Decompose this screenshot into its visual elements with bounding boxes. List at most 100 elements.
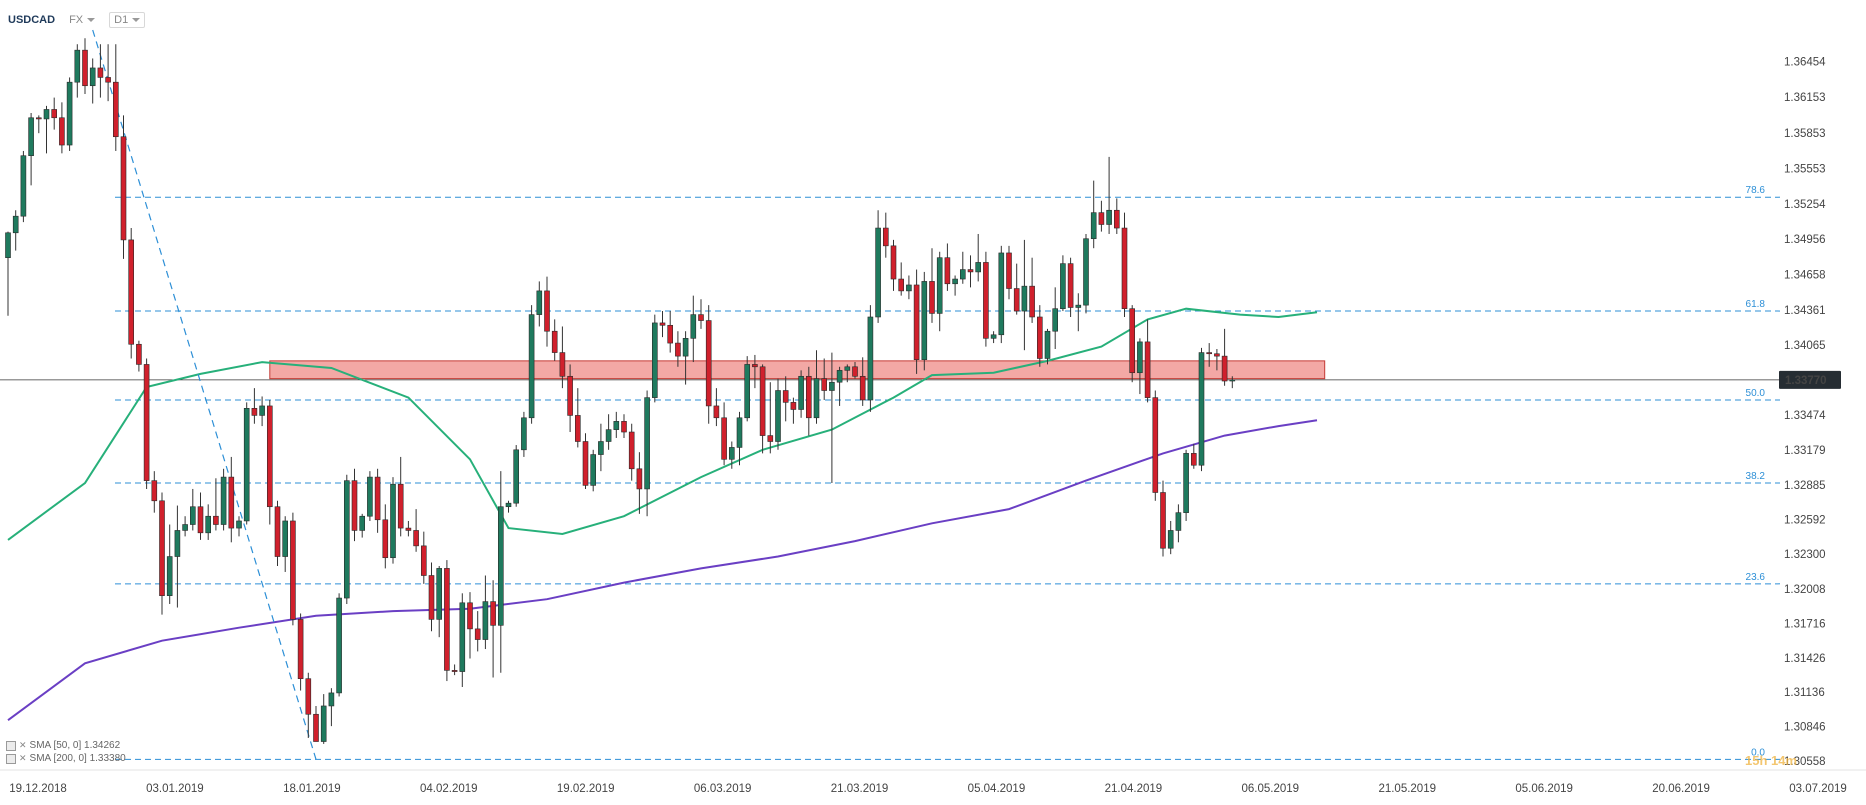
candle-body[interactable] bbox=[975, 262, 982, 273]
indicator-settings-icon[interactable] bbox=[6, 753, 16, 764]
candle-body[interactable] bbox=[690, 314, 697, 339]
candle-body[interactable] bbox=[944, 257, 951, 285]
candle-body[interactable] bbox=[875, 227, 881, 318]
candle-body[interactable] bbox=[313, 713, 319, 742]
candle-body[interactable] bbox=[1060, 263, 1066, 309]
candle-body[interactable] bbox=[482, 601, 489, 640]
candle-body[interactable] bbox=[359, 515, 366, 531]
candle-body[interactable] bbox=[328, 692, 335, 707]
candle-body[interactable] bbox=[259, 405, 265, 416]
candle-body[interactable] bbox=[821, 378, 828, 391]
candle-body[interactable] bbox=[251, 408, 258, 416]
candle-body[interactable] bbox=[528, 314, 535, 419]
candle-body[interactable] bbox=[867, 316, 874, 401]
candle-body[interactable] bbox=[243, 408, 250, 522]
candle-body[interactable] bbox=[5, 232, 11, 258]
candle-body[interactable] bbox=[759, 366, 766, 436]
candle-body[interactable] bbox=[374, 476, 381, 521]
candle-body[interactable] bbox=[405, 527, 412, 531]
candle-body[interactable] bbox=[536, 290, 543, 315]
candle-body[interactable] bbox=[667, 324, 674, 344]
candle-body[interactable] bbox=[213, 515, 219, 525]
candle-body[interactable] bbox=[721, 417, 727, 460]
candle-body[interactable] bbox=[305, 678, 312, 715]
candle-body[interactable] bbox=[390, 483, 396, 559]
candle-body[interactable] bbox=[1167, 530, 1174, 549]
candle-body[interactable] bbox=[436, 568, 443, 620]
candle-body[interactable] bbox=[1221, 355, 1228, 382]
candle-body[interactable] bbox=[767, 435, 774, 442]
candle-body[interactable] bbox=[182, 524, 188, 531]
candle-body[interactable] bbox=[998, 252, 1005, 336]
legend-row-sma200[interactable]: ✕ SMA [200, 0] 1.33380 bbox=[6, 752, 126, 765]
candle-body[interactable] bbox=[82, 49, 88, 87]
candle-body[interactable] bbox=[651, 322, 658, 398]
candle-body[interactable] bbox=[1129, 308, 1135, 374]
candle-body[interactable] bbox=[1214, 353, 1220, 357]
legend-row-sma50[interactable]: ✕ SMA [50, 0] 1.34262 bbox=[6, 739, 126, 752]
candle-body[interactable] bbox=[1137, 341, 1143, 374]
close-icon[interactable]: ✕ bbox=[19, 740, 27, 750]
market-dropdown[interactable]: FX bbox=[69, 14, 96, 26]
candle-body[interactable] bbox=[228, 476, 235, 529]
candle-body[interactable] bbox=[490, 601, 496, 626]
candle-body[interactable] bbox=[790, 402, 797, 410]
candle-body[interactable] bbox=[297, 619, 304, 679]
candle-body[interactable] bbox=[505, 502, 512, 508]
candle-body[interactable] bbox=[367, 476, 373, 517]
candle-body[interactable] bbox=[290, 520, 296, 620]
candle-body[interactable] bbox=[705, 320, 712, 407]
candle-body[interactable] bbox=[613, 421, 620, 430]
candle-body[interactable] bbox=[621, 421, 627, 433]
candle-body[interactable] bbox=[159, 500, 165, 596]
candle-body[interactable] bbox=[113, 81, 119, 138]
candle-body[interactable] bbox=[382, 519, 389, 559]
candle-body[interactable] bbox=[990, 334, 997, 339]
candle-body[interactable] bbox=[397, 483, 404, 529]
candle-body[interactable] bbox=[136, 343, 142, 365]
candle-body[interactable] bbox=[467, 602, 473, 630]
candle-body[interactable] bbox=[644, 397, 650, 490]
candle-body[interactable] bbox=[675, 342, 681, 357]
sma200-line[interactable] bbox=[7, 419, 1318, 722]
candle-body[interactable] bbox=[428, 575, 435, 620]
candle-body[interactable] bbox=[197, 506, 204, 534]
candle-body[interactable] bbox=[59, 117, 65, 146]
candle-body[interactable] bbox=[1021, 285, 1028, 312]
candle-body[interactable] bbox=[266, 405, 273, 508]
candle-body[interactable] bbox=[1083, 238, 1089, 306]
candle-body[interactable] bbox=[274, 506, 281, 557]
candle-body[interactable] bbox=[590, 454, 597, 486]
candle-body[interactable] bbox=[659, 322, 666, 326]
candle-body[interactable] bbox=[898, 278, 905, 292]
candle-body[interactable] bbox=[829, 381, 835, 391]
candle-body[interactable] bbox=[1121, 227, 1128, 309]
candle-body[interactable] bbox=[282, 520, 289, 557]
candle-body[interactable] bbox=[983, 262, 989, 339]
candle-body[interactable] bbox=[1090, 212, 1097, 240]
candle-body[interactable] bbox=[1229, 379, 1236, 382]
candle-body[interactable] bbox=[1037, 316, 1043, 359]
candle-body[interactable] bbox=[28, 117, 34, 157]
candle-body[interactable] bbox=[174, 530, 181, 557]
candle-body[interactable] bbox=[1198, 352, 1205, 466]
candle-body[interactable] bbox=[744, 364, 751, 419]
candle-body[interactable] bbox=[713, 405, 720, 419]
candle-body[interactable] bbox=[51, 109, 58, 119]
candle-body[interactable] bbox=[1206, 352, 1212, 355]
candle-body[interactable] bbox=[882, 227, 889, 247]
candle-body[interactable] bbox=[921, 281, 928, 360]
candle-body[interactable] bbox=[728, 447, 735, 460]
candle-body[interactable] bbox=[1013, 288, 1020, 312]
candle-body[interactable] bbox=[151, 480, 158, 502]
candle-body[interactable] bbox=[1144, 341, 1151, 398]
candle-body[interactable] bbox=[1152, 397, 1159, 493]
candle-body[interactable] bbox=[120, 136, 127, 241]
candle-body[interactable] bbox=[890, 245, 897, 280]
candle-body[interactable] bbox=[1006, 252, 1012, 289]
candle-body[interactable] bbox=[43, 109, 50, 120]
candle-body[interactable] bbox=[775, 390, 781, 442]
candle-body[interactable] bbox=[967, 269, 974, 273]
candle-body[interactable] bbox=[959, 269, 966, 280]
